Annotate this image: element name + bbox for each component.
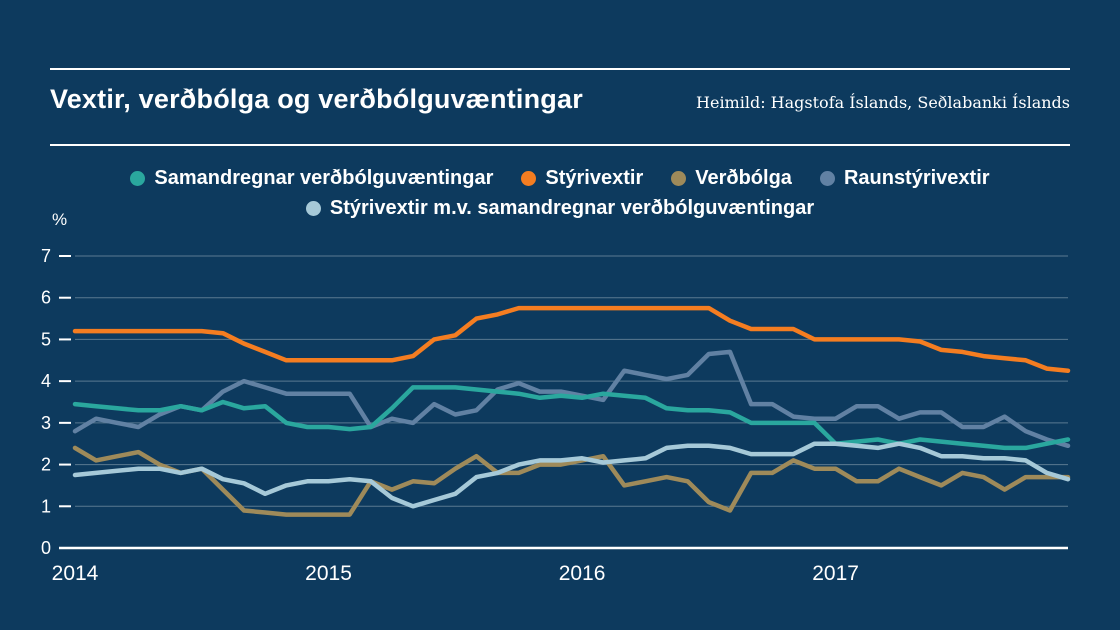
series-line-0 <box>72 385 1071 451</box>
x-tick-label-2016: 2016 <box>559 562 606 585</box>
series-line-3 <box>72 349 1071 449</box>
legend-dot-icon <box>671 171 687 186</box>
y-tick-label-0: 0 <box>41 538 51 558</box>
legend-label: Samandregnar verðbólguvæntingar <box>154 167 494 189</box>
header-divider <box>50 144 1070 146</box>
page-title: Vextir, verðbólga og verðbólguvæntingar <box>50 84 583 114</box>
y-tick-label-7: 7 <box>41 246 51 266</box>
legend-item-3: Raunstýrivextir <box>819 167 990 190</box>
legend-label: Stýrivextir <box>545 167 644 189</box>
y-tick-label-5: 5 <box>41 329 51 349</box>
y-tick-label-1: 1 <box>41 496 51 516</box>
legend-label: Stýrivextir m.v. samandregnar verðbólguv… <box>329 197 815 219</box>
y-axis-unit-label: % <box>52 210 68 229</box>
y-tick-label-3: 3 <box>41 413 51 433</box>
x-tick-label-2015: 2015 <box>305 562 352 585</box>
y-tick-label-2: 2 <box>41 455 51 475</box>
series-line-1 <box>72 305 1071 373</box>
top-divider <box>50 68 1070 70</box>
header: Vextir, verðbólga og verðbólguvæntingar … <box>50 84 1070 115</box>
x-tick-label-2017: 2017 <box>812 562 859 585</box>
legend-dot-icon <box>130 171 146 186</box>
legend-dot-icon <box>819 171 835 186</box>
legend-row-2: Stýrivextir m.v. samandregnar verðbólguv… <box>0 197 1120 220</box>
legend-row-1: Samandregnar verðbólguvæntingar Stýrivext… <box>0 167 1120 190</box>
x-tick-label-2014: 2014 <box>52 562 99 585</box>
legend-label: Raunstýrivextir <box>843 167 990 189</box>
series-line-2 <box>72 445 1071 517</box>
legend-item-2: Verðbólga <box>671 167 792 190</box>
legend-item-0: Samandregnar verðbólguvæntingar <box>130 167 493 190</box>
y-tick-label-4: 4 <box>41 371 51 391</box>
legend-item-4: Stýrivextir m.v. samandregnar verðbólguv… <box>305 197 815 220</box>
source-note: Heimild: Hagstofa Íslands, Seðlabanki Ís… <box>696 93 1070 112</box>
legend-dot-icon <box>305 201 321 216</box>
legend-dot-icon <box>521 171 537 186</box>
chart-legend: Samandregnar verðbólguvæntingar Stýrivext… <box>0 167 1120 227</box>
legend-label: Verðbólga <box>695 167 792 189</box>
y-tick-label-6: 6 <box>41 288 51 308</box>
legend-item-1: Stýrivextir <box>521 167 643 190</box>
series-line-4 <box>72 441 1071 509</box>
